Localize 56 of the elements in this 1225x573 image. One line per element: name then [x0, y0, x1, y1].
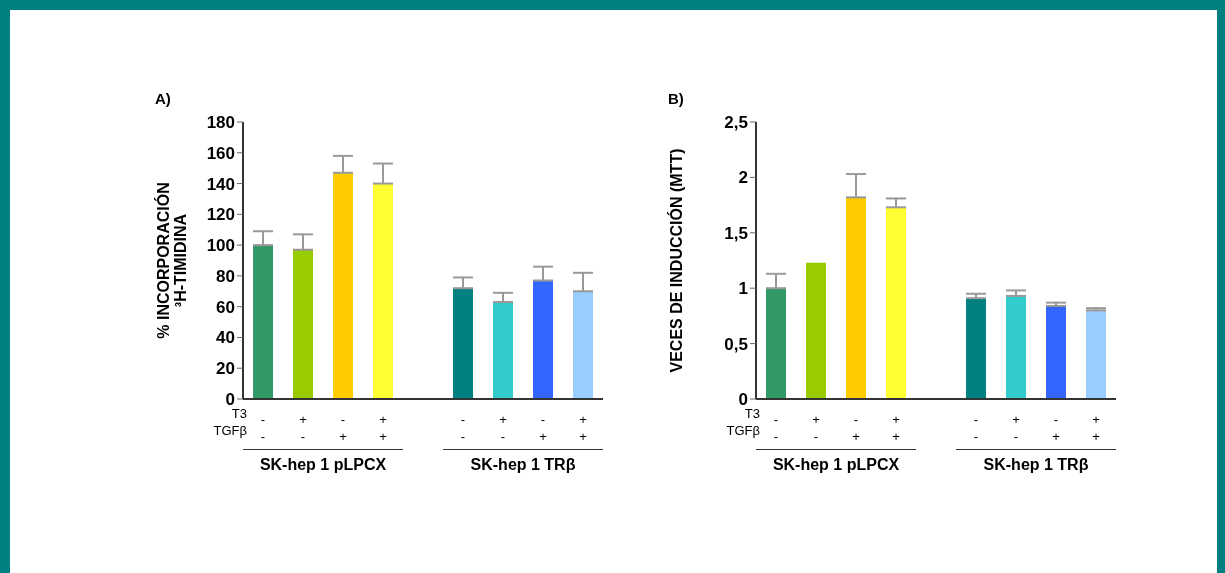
- y-tick-label: 1,5: [724, 223, 748, 243]
- bar: [333, 172, 353, 399]
- bar: [1046, 305, 1066, 399]
- x-tick-label: - -: [773, 412, 779, 445]
- y-tick-label: 20: [216, 359, 235, 379]
- text: SK-hep 1 pLPCX: [756, 449, 916, 474]
- bar: [966, 298, 986, 399]
- bar: [293, 249, 313, 399]
- y-tick-label: 2,5: [724, 113, 748, 133]
- bar: [846, 197, 866, 399]
- x-tick-label: - -: [460, 412, 466, 445]
- x-tick-label: - -: [973, 412, 979, 445]
- y-tick-label: 40: [216, 328, 235, 348]
- x-tick-label: - +: [339, 412, 347, 445]
- x-tick-label: + -: [812, 412, 820, 445]
- y-tick-label: 100: [206, 236, 235, 256]
- y-tick-label: 160: [206, 143, 235, 163]
- x-tick-label: - -: [260, 412, 266, 445]
- y-tick-label: 2: [738, 168, 748, 188]
- y-tick-label: 60: [216, 297, 235, 317]
- text: TGFβ: [726, 423, 760, 438]
- bar: [1006, 295, 1026, 399]
- x-tick-label: - +: [852, 412, 860, 445]
- x-tick-label: + +: [379, 412, 387, 445]
- bar: [766, 288, 786, 399]
- text: SK-hep 1 TRβ: [956, 449, 1116, 474]
- text: TGFβ: [213, 423, 247, 438]
- bar: [886, 207, 906, 399]
- y-tick-label: 80: [216, 266, 235, 286]
- chart-title: A): [155, 90, 171, 107]
- text: SK-hep 1 pLPCX: [243, 449, 403, 474]
- bar: [493, 302, 513, 399]
- y-tick-label: 0,5: [724, 334, 748, 354]
- x-tick-label: + -: [499, 412, 507, 445]
- text: SK-hep 1 TRβ: [443, 449, 603, 474]
- bar: [573, 291, 593, 399]
- y-tick-label: 180: [206, 113, 235, 133]
- x-tick-label: - +: [1052, 412, 1060, 445]
- bar: [1086, 310, 1106, 399]
- x-tick-label: - +: [539, 412, 547, 445]
- y-axis-title: % INCORPORACIÓN ³H-TIMIDINA: [153, 182, 189, 339]
- bar: [533, 280, 553, 399]
- chart-title: B): [668, 90, 684, 107]
- bar: [253, 245, 273, 399]
- bar: [373, 183, 393, 399]
- bar: [806, 262, 826, 399]
- x-tick-label: + -: [1012, 412, 1020, 445]
- x-tick-label: + +: [1092, 412, 1100, 445]
- y-axis-title: VECES DE INDUCCIÓN (MTT): [666, 148, 685, 373]
- y-tick-label: 120: [206, 205, 235, 225]
- y-tick-label: 140: [206, 174, 235, 194]
- y-tick-label: 1: [738, 279, 748, 299]
- x-tick-label: + +: [579, 412, 587, 445]
- bar: [453, 288, 473, 399]
- x-tick-label: + +: [892, 412, 900, 445]
- x-tick-label: + -: [299, 412, 307, 445]
